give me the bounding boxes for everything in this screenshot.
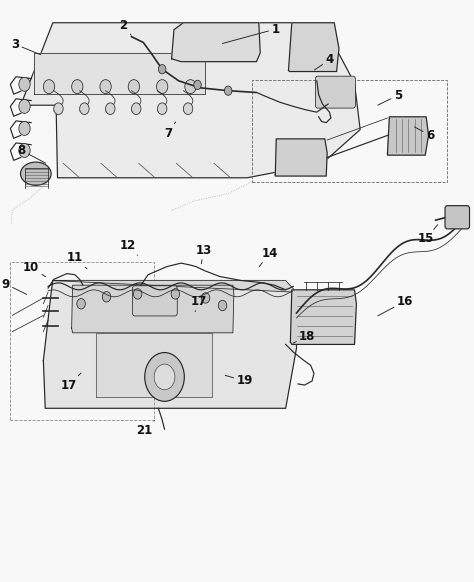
Circle shape (131, 103, 141, 115)
Text: 1: 1 (222, 23, 279, 44)
FancyBboxPatch shape (445, 205, 470, 229)
Circle shape (19, 100, 30, 113)
Circle shape (158, 65, 166, 74)
Text: 18: 18 (293, 330, 316, 343)
Polygon shape (388, 117, 428, 155)
FancyBboxPatch shape (132, 286, 177, 316)
Polygon shape (43, 281, 297, 409)
Circle shape (154, 364, 175, 390)
Circle shape (194, 80, 201, 90)
Circle shape (106, 103, 115, 115)
Circle shape (171, 289, 180, 299)
Polygon shape (34, 53, 205, 94)
Polygon shape (72, 285, 234, 333)
Text: 5: 5 (378, 89, 402, 105)
Polygon shape (291, 290, 356, 345)
Circle shape (224, 86, 232, 95)
Circle shape (54, 103, 63, 115)
Polygon shape (172, 23, 260, 62)
Circle shape (19, 77, 30, 91)
Text: 17: 17 (191, 295, 207, 311)
Polygon shape (275, 139, 327, 176)
Circle shape (80, 103, 89, 115)
Text: 7: 7 (164, 122, 176, 140)
Circle shape (133, 289, 142, 299)
Circle shape (185, 80, 196, 94)
Text: 16: 16 (378, 295, 413, 316)
Text: 4: 4 (314, 54, 334, 70)
Circle shape (43, 80, 55, 94)
Text: 19: 19 (225, 374, 253, 388)
Text: 15: 15 (418, 225, 438, 245)
Ellipse shape (20, 162, 51, 185)
Circle shape (128, 80, 139, 94)
Text: 8: 8 (18, 144, 46, 163)
Text: 21: 21 (136, 421, 155, 437)
Text: 3: 3 (11, 38, 41, 55)
Text: 12: 12 (120, 239, 137, 255)
Circle shape (77, 299, 85, 309)
Circle shape (19, 144, 30, 158)
Text: 10: 10 (23, 261, 46, 277)
Circle shape (183, 103, 193, 115)
Circle shape (157, 103, 167, 115)
Circle shape (218, 300, 227, 311)
FancyBboxPatch shape (315, 76, 356, 108)
Text: 11: 11 (67, 251, 87, 269)
Circle shape (201, 293, 210, 303)
Polygon shape (96, 333, 212, 397)
Text: 9: 9 (1, 278, 27, 294)
Text: 2: 2 (119, 19, 131, 35)
Circle shape (145, 353, 184, 402)
Circle shape (102, 292, 111, 302)
Circle shape (100, 80, 111, 94)
Polygon shape (53, 281, 297, 292)
Polygon shape (289, 23, 339, 72)
Text: 17: 17 (61, 373, 81, 392)
Circle shape (19, 122, 30, 136)
Polygon shape (21, 23, 360, 178)
Text: 14: 14 (259, 247, 278, 267)
Circle shape (156, 80, 168, 94)
Text: 6: 6 (414, 127, 434, 142)
Text: 13: 13 (196, 244, 212, 264)
Circle shape (72, 80, 83, 94)
